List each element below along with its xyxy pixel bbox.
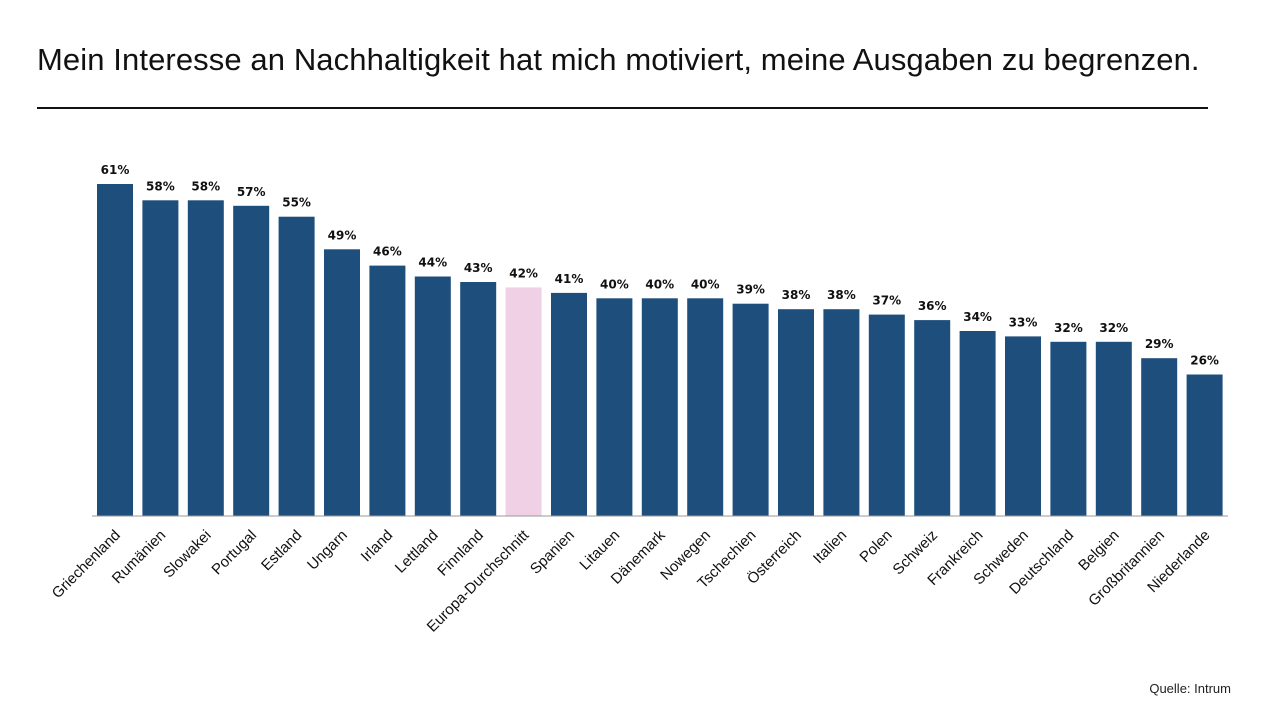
value-label-group: 61% 58% 58% 57% 55% 49% 46% 44% 43% 42% 41% 40% 40% 4…	[101, 163, 1219, 368]
category-label: Spanien	[527, 527, 578, 578]
bar-tschechien	[732, 303, 769, 516]
bar-estland	[278, 216, 315, 516]
value-label: 42%	[509, 266, 538, 280]
bar-slowakei	[187, 200, 224, 517]
value-label: 40%	[645, 277, 674, 291]
category-label: Slowakei	[160, 527, 214, 581]
value-label: 37%	[872, 294, 901, 308]
chart-title: Mein Interesse an Nachhaltigkeit hat mic…	[37, 42, 1200, 77]
bar-schweden	[1005, 336, 1041, 516]
bar-niederlande	[1186, 374, 1223, 516]
bar-nowegen	[687, 298, 724, 516]
category-label-group: GriechenlandRumänienSlowakeiPortugalEstl…	[49, 526, 1214, 635]
bar-finnland	[460, 282, 497, 516]
category-label: Lettland	[392, 527, 442, 577]
value-label: 38%	[782, 288, 811, 302]
value-label: 39%	[736, 283, 765, 297]
bar-portugal	[233, 205, 270, 517]
value-label: 33%	[1009, 315, 1038, 329]
bar-litauen	[596, 298, 633, 516]
value-label: 43%	[464, 261, 493, 275]
value-label: 32%	[1099, 321, 1128, 335]
bar-europa-durchschnitt	[505, 287, 542, 516]
bar-polen	[868, 314, 905, 516]
value-label: 58%	[191, 179, 220, 193]
value-label: 41%	[555, 272, 584, 286]
bar-group	[97, 184, 1223, 517]
bar-großbritannien	[1141, 358, 1178, 516]
value-label: 58%	[146, 179, 175, 193]
value-label: 32%	[1054, 321, 1083, 335]
value-label: 40%	[600, 277, 629, 291]
category-label: Irland	[358, 527, 397, 566]
value-label: 38%	[827, 288, 856, 302]
category-label: Ungarn	[304, 527, 351, 574]
bar-spanien	[551, 292, 587, 516]
category-label: Polen	[856, 527, 895, 566]
value-label: 34%	[963, 310, 992, 324]
value-label: 49%	[328, 228, 357, 242]
bar-schweiz	[914, 320, 951, 516]
category-label: Griechenland	[49, 527, 124, 602]
category-label: Estland	[258, 527, 305, 574]
bar-griechenland	[97, 184, 133, 516]
bar-ungarn	[324, 249, 360, 517]
value-label: 55%	[282, 196, 311, 210]
bar-österreich	[778, 309, 814, 516]
bar-irland	[369, 265, 406, 516]
bar-italien	[823, 309, 860, 516]
category-label: Italien	[810, 527, 850, 567]
source-note: Quelle: Intrum	[1149, 681, 1231, 696]
bar-frankreich	[959, 331, 996, 516]
bar-lettland	[414, 276, 451, 516]
bar-belgien	[1095, 341, 1132, 516]
category-label: Portugal	[208, 527, 260, 579]
value-label: 57%	[237, 185, 266, 199]
value-label: 29%	[1145, 337, 1174, 351]
bar-deutschland	[1050, 341, 1087, 516]
value-label: 61%	[101, 163, 130, 177]
value-label: 46%	[373, 245, 402, 259]
value-label: 44%	[418, 256, 447, 270]
title-divider	[37, 107, 1208, 109]
value-label: 26%	[1190, 354, 1219, 368]
bar-rumänien	[142, 200, 179, 517]
value-label: 40%	[691, 277, 720, 291]
bar-dänemark	[641, 298, 678, 516]
value-label: 36%	[918, 299, 947, 313]
